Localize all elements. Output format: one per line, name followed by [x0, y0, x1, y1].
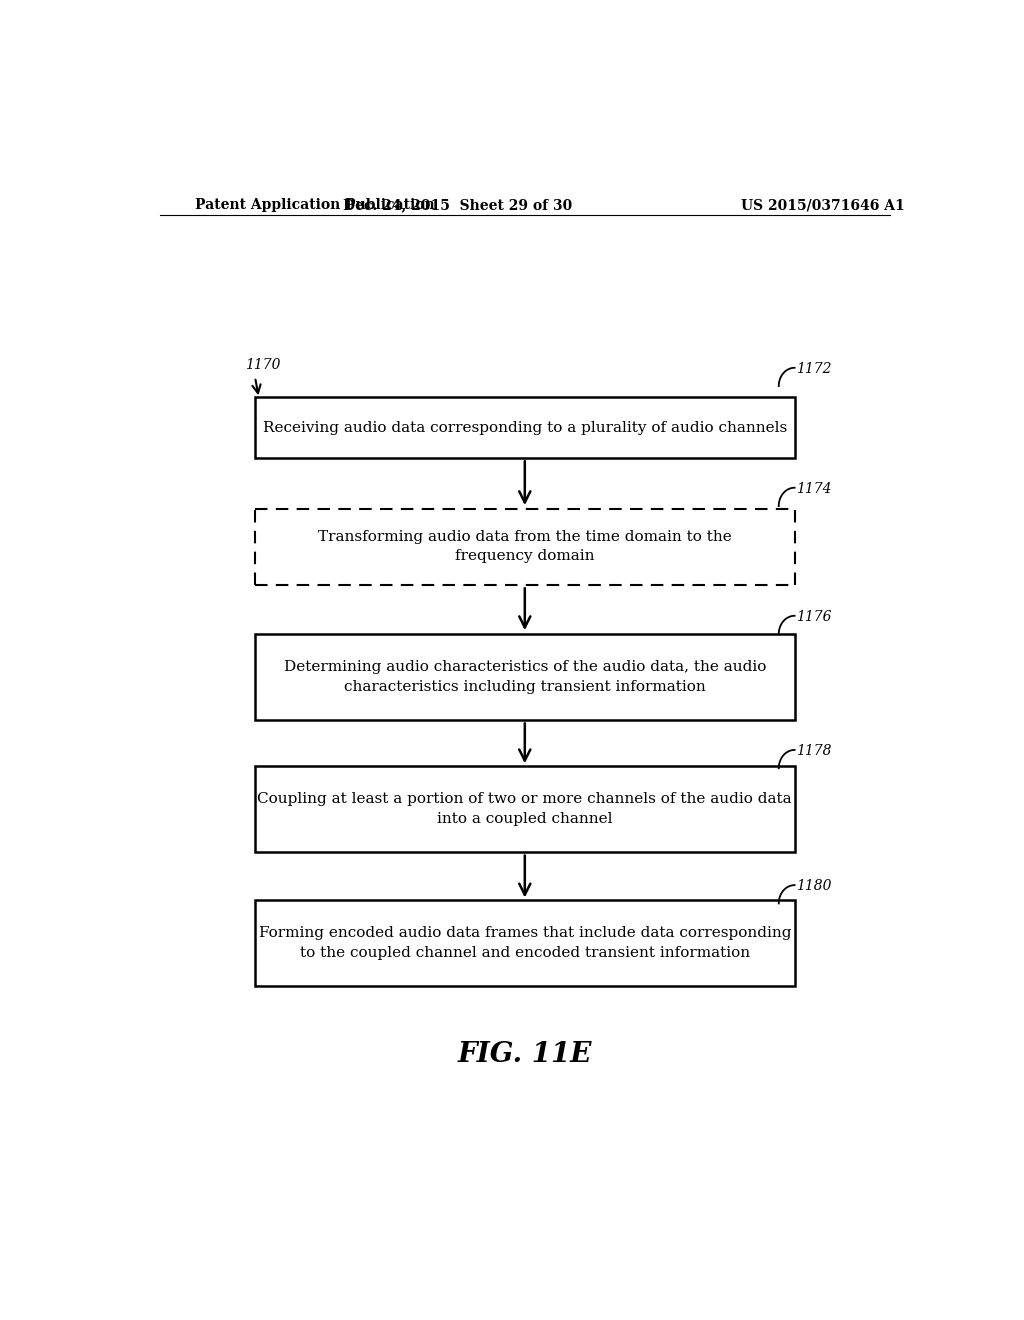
Bar — [255, 634, 795, 719]
Text: 1180: 1180 — [797, 879, 831, 894]
Text: Forming encoded audio data frames that include data corresponding
to the coupled: Forming encoded audio data frames that i… — [258, 927, 792, 960]
Text: 1178: 1178 — [797, 744, 831, 758]
Bar — [255, 766, 795, 853]
Text: 1170: 1170 — [246, 358, 281, 372]
Text: Patent Application Publication: Patent Application Publication — [196, 198, 435, 213]
Text: FIG. 11E: FIG. 11E — [458, 1041, 592, 1068]
Text: 1174: 1174 — [797, 482, 831, 496]
Text: US 2015/0371646 A1: US 2015/0371646 A1 — [740, 198, 904, 213]
Bar — [255, 397, 795, 458]
Text: Dec. 24, 2015  Sheet 29 of 30: Dec. 24, 2015 Sheet 29 of 30 — [343, 198, 572, 213]
Text: Determining audio characteristics of the audio data, the audio
characteristics i: Determining audio characteristics of the… — [284, 660, 766, 693]
Text: Coupling at least a portion of two or more channels of the audio data
into a cou: Coupling at least a portion of two or mo… — [257, 792, 793, 825]
Bar — [255, 900, 795, 986]
Text: 1176: 1176 — [797, 610, 831, 624]
Text: Transforming audio data from the time domain to the
frequency domain: Transforming audio data from the time do… — [317, 529, 732, 564]
Text: 1172: 1172 — [797, 362, 831, 376]
Text: Receiving audio data corresponding to a plurality of audio channels: Receiving audio data corresponding to a … — [263, 421, 786, 434]
